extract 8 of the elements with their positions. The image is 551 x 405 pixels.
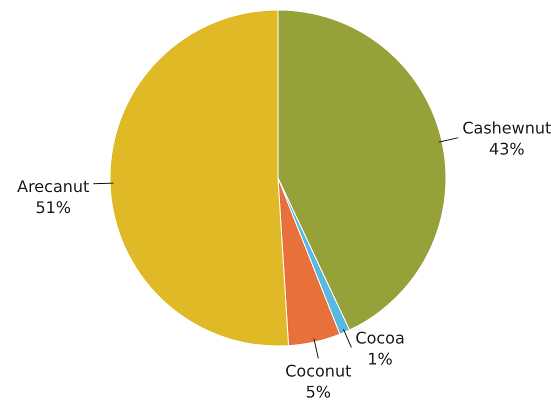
data-label: 1% [367,350,393,369]
slice-label: Coconut [285,361,352,380]
slice-label: Cocoa [355,328,405,348]
slice-label: Arecanut [17,176,90,196]
data-label: 51% [35,198,71,217]
data-label: 43% [489,140,525,159]
slice-label: Cashewnut [462,118,551,138]
data-label: 5% [306,382,332,402]
